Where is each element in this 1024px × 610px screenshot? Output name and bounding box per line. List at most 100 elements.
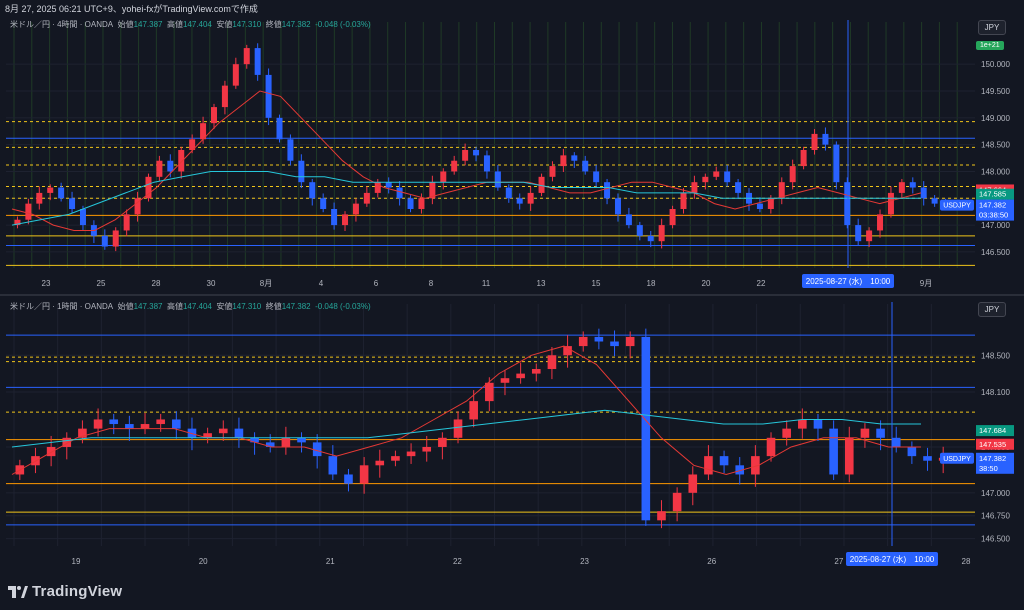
candle-body (359, 465, 369, 484)
y-tick-label: 148.500 (981, 141, 1010, 150)
candle-body (485, 382, 494, 402)
candle-body (887, 192, 894, 215)
x-tick-label: 13 (537, 279, 546, 288)
candle-body (625, 336, 635, 347)
price-tag-label: 147.535 (979, 440, 1006, 449)
crosshair-time-label: 2025-08-27 (水) 10:00 (850, 554, 935, 564)
candle-body (203, 433, 212, 438)
x-tick-label: 6 (374, 279, 379, 288)
legend-high: 147.404 (182, 20, 212, 29)
candle-body (473, 150, 480, 156)
price-tag-box (976, 199, 1014, 211)
candle-body (751, 456, 760, 475)
legend-close: 147.382 (281, 20, 311, 29)
price-tag-box (976, 438, 1014, 450)
crosshair-time-label: 2025-08-27 (水) 10:00 (806, 276, 891, 286)
ma-long-line (11, 171, 921, 226)
price-tag-box (976, 462, 1014, 474)
candle-body (254, 48, 261, 75)
candle-body (93, 419, 103, 429)
y-tick-label: 147.000 (981, 221, 1010, 230)
brand-name[interactable]: TradingView (32, 583, 123, 600)
currency-button[interactable]: JPY (978, 20, 1006, 35)
x-tick-label: 9月 (920, 279, 932, 288)
candle-body (46, 446, 56, 457)
candle-body (516, 373, 525, 379)
x-tick-label: 25 (97, 279, 106, 288)
candle-body (156, 160, 163, 177)
legend-open-label: 始値 (117, 20, 134, 29)
pane-1h[interactable]: 148.500148.100147.500147.000146.750146.5… (0, 296, 1024, 572)
candle-body (527, 192, 534, 204)
tradingview-logo-icon[interactable] (8, 584, 28, 600)
candle-body (560, 155, 567, 167)
candle-body (909, 182, 916, 188)
candle-body (724, 171, 731, 183)
price-tag-box (976, 188, 1014, 200)
candle-body (396, 187, 403, 199)
candle-body (813, 419, 823, 429)
candle-body (218, 428, 228, 434)
y-tick-label: 149.500 (981, 87, 1010, 96)
candle-body (625, 214, 632, 226)
x-tick-label: 28 (152, 279, 161, 288)
pane-divider[interactable] (0, 294, 1024, 296)
candle-body (453, 419, 463, 438)
candle-body (172, 419, 181, 429)
candle-body (25, 203, 32, 220)
candle-body (281, 437, 291, 447)
candle-body (798, 419, 807, 429)
candle-body (898, 182, 905, 193)
candle-body (735, 182, 742, 193)
pane-4h[interactable]: 150.000 149.500 149.000 148.500 148.000 147.5… (0, 14, 1024, 294)
legend-high-label: 高値 (166, 20, 183, 29)
candle-body (156, 419, 165, 425)
legend-symbol: 米ドル／円 · 1時間 · OANDA (10, 302, 114, 311)
x-tick-label: 27 (834, 557, 843, 566)
x-tick-label: 22 (453, 557, 462, 566)
price-tag-label: 147.684 (979, 426, 1006, 435)
price-tag-box (940, 452, 974, 464)
candle-body (123, 214, 130, 231)
candle-body (298, 160, 305, 183)
price-tag-box (976, 425, 1014, 437)
candle-body (14, 219, 21, 226)
candle-body (221, 85, 228, 108)
price-tag-label: 147.382 (979, 201, 1006, 210)
x-tick-label: 4 (319, 279, 324, 288)
x-tick-label: 30 (207, 279, 216, 288)
candle-body (657, 511, 666, 521)
x-tick-label: 18 (647, 279, 656, 288)
candle-body (101, 235, 108, 247)
candle-body (688, 474, 698, 493)
legend-1h: 米ドル／円 · 1時間 · OANDA 始値147.387 高値147.404 … (10, 301, 371, 312)
candle-body (234, 428, 244, 438)
currency-button[interactable]: JPY (978, 302, 1006, 317)
candle-body (766, 437, 776, 457)
candle-body (265, 74, 272, 118)
candle-body (250, 437, 259, 443)
candle-body (571, 155, 578, 161)
chart-1h-svg[interactable]: 148.500148.100147.500147.000146.750146.5… (0, 296, 1024, 572)
candle-body (297, 437, 306, 443)
candle-body (109, 419, 119, 425)
candle-body (833, 144, 840, 183)
x-tick-label: 23 (42, 279, 51, 288)
candle-body (563, 346, 572, 356)
candle-body (756, 203, 763, 209)
ma-short-line (11, 90, 922, 231)
legend-change: -0.048 (-0.03%) (315, 302, 371, 311)
candle-body (822, 133, 829, 145)
candle-body (189, 139, 196, 150)
candle-body (344, 474, 353, 484)
chart-4h-svg[interactable]: 150.000 149.500 149.000 148.500 148.000 147.5… (0, 14, 1024, 294)
candle-body (855, 225, 862, 242)
legend-low: 147.310 (232, 20, 262, 29)
legend-low-label: 安値 (216, 20, 233, 29)
candle-body (702, 176, 709, 183)
legend-high: 147.404 (182, 302, 212, 311)
candle-body (429, 182, 436, 199)
legend-close: 147.382 (281, 302, 311, 311)
candle-body (438, 437, 447, 447)
candle-body (538, 176, 545, 193)
